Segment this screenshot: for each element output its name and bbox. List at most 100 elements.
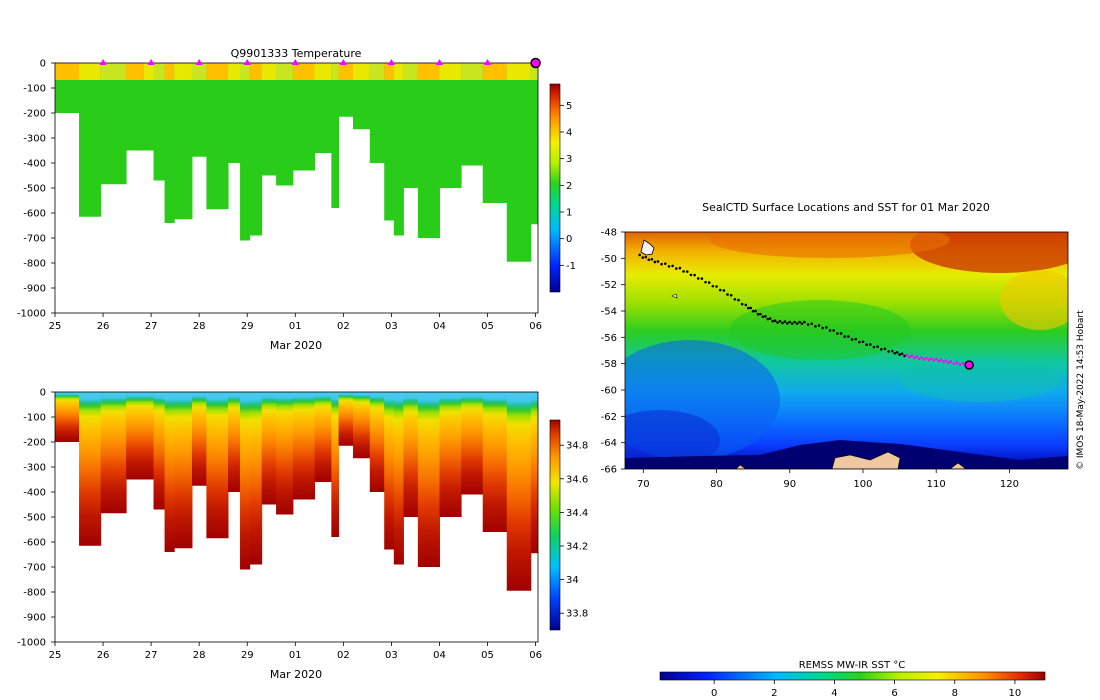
salinity-profile-column [384, 392, 395, 550]
salinity-profile-column [439, 392, 462, 517]
track-point [726, 293, 729, 296]
recent-track-point [910, 354, 914, 358]
x-tick-label: 05 [481, 650, 494, 661]
salinity-profile-column [369, 392, 385, 492]
salinity-profile-column [393, 392, 404, 565]
track-point [707, 281, 711, 284]
recent-track-point [917, 357, 921, 361]
track-point [858, 340, 861, 344]
temperature-mixed-layer [79, 63, 102, 80]
recent-track-point [925, 356, 928, 360]
antarctic-coastline [949, 462, 967, 469]
temperature-mixed-layer [338, 63, 354, 80]
track-point [847, 335, 850, 338]
recent-track-point [949, 360, 953, 363]
track-point [839, 332, 843, 335]
y-tick-label: -600 [23, 538, 46, 549]
track-point [803, 320, 806, 324]
salinity-profile-column [352, 392, 371, 459]
track-point [876, 345, 879, 348]
track-point [759, 312, 762, 316]
temperature-mixed-layer [249, 63, 263, 80]
map-x-tick-label: 80 [710, 479, 723, 490]
temperature-mixed-layer [314, 63, 332, 80]
temperature-section-chart: Q9901333 Temperature 25 26 27 28 29 01 02 03 04 0… [17, 47, 576, 352]
colorbar-tick-label: 2 [566, 181, 572, 192]
temperature-profile-column [331, 63, 340, 208]
temperature-mixed-layer [206, 63, 229, 80]
temperature-mixed-layer [240, 63, 251, 80]
temperature-mixed-layer [228, 63, 241, 80]
track-point [766, 317, 770, 321]
temperature-profile-column [292, 63, 316, 171]
x-tick-label: 25 [49, 650, 62, 661]
map-title: SealCTD Surface Locations and SST for 01… [702, 201, 990, 214]
surface-fix-marker [99, 59, 107, 65]
salinity-profile-column [276, 392, 294, 515]
temperature-profile-column [417, 63, 440, 238]
salinity-profile-column [331, 392, 340, 537]
map-x-tick-label: 100 [853, 479, 872, 490]
track-point [737, 298, 740, 302]
track-point [685, 270, 689, 273]
recent-track-point [927, 358, 931, 362]
track-point [825, 326, 828, 329]
track-point [722, 289, 726, 292]
temperature-mixed-layer [403, 63, 419, 80]
salinity-profile-column [143, 392, 155, 480]
salinity-section-chart: 25 26 27 28 29 01 02 03 04 05 06 0 -100 -200 -300 -400 -… [17, 388, 588, 682]
map-axes: 70 80 90 100 110 120 -48 -50 -52 -54 -56 -58 -60 -62 -… [601, 228, 1019, 491]
salinity-profile-column [228, 392, 241, 492]
salinity-profile-column [338, 392, 354, 446]
temperature-profile-column [393, 63, 404, 236]
salinity-profile-column [506, 392, 532, 591]
recent-track-point [930, 357, 933, 360]
salinity-profile-column [126, 392, 145, 480]
temperature-mixed-layer [417, 63, 440, 80]
map-y-tick-label: -48 [601, 228, 617, 239]
colorbar-tick-label: 4 [566, 128, 572, 139]
temperature-profile-column [153, 63, 166, 181]
temperature-colorbar: 5 4 3 2 1 0 -1 [549, 83, 576, 293]
map-y-tick-label: -58 [601, 359, 617, 370]
temperature-profiles [55, 63, 538, 262]
temperature-profile-column [174, 63, 193, 220]
track-point [644, 255, 648, 259]
map-y-tick-label: -62 [601, 412, 617, 423]
map-y-tick-label: -66 [601, 465, 617, 476]
map-y-tick-label: -60 [601, 386, 617, 397]
surface-fix-marker [435, 59, 443, 65]
sst-colorbar-label: REMSS MW-IR SST °C [799, 660, 906, 671]
map-frame [624, 231, 1069, 470]
salinity-profiles [55, 392, 538, 591]
track-point [638, 253, 641, 257]
sst-colorbar-tick-label: 6 [891, 688, 897, 699]
salinity-profile-column [417, 392, 440, 567]
salinity-colorbar-ramp [549, 419, 561, 631]
temperature-mixed-layer [369, 63, 385, 80]
track-point [740, 302, 744, 306]
recent-track-point [944, 359, 948, 362]
temperature-profile-column [240, 63, 251, 241]
y-tick-label: -600 [23, 209, 46, 220]
antarctic-coastline [831, 451, 901, 469]
map-y-tick-label: -50 [601, 254, 617, 265]
track-point [689, 273, 693, 277]
track-point [656, 260, 660, 263]
track-point [783, 320, 787, 323]
track-point [704, 280, 707, 284]
track-point [903, 354, 906, 358]
salinity-profile-column [403, 392, 419, 517]
recent-track-point [942, 360, 945, 364]
map-credit: © IMOS 18-May-2022 14:53 Hobart [1076, 310, 1086, 470]
sst-colorbar-ramp [659, 671, 1046, 681]
x-tick-label: 25 [49, 321, 62, 332]
sst-warm-patch [910, 232, 1068, 273]
track-point [814, 324, 817, 328]
temperature-profile-column [439, 63, 462, 188]
salinity-profile-column [461, 392, 484, 495]
salinity-profile-column [206, 392, 229, 539]
track-point [786, 322, 789, 325]
sst-colorbar-tick-label: 4 [831, 688, 837, 699]
temperature-mixed-layer [55, 63, 80, 80]
